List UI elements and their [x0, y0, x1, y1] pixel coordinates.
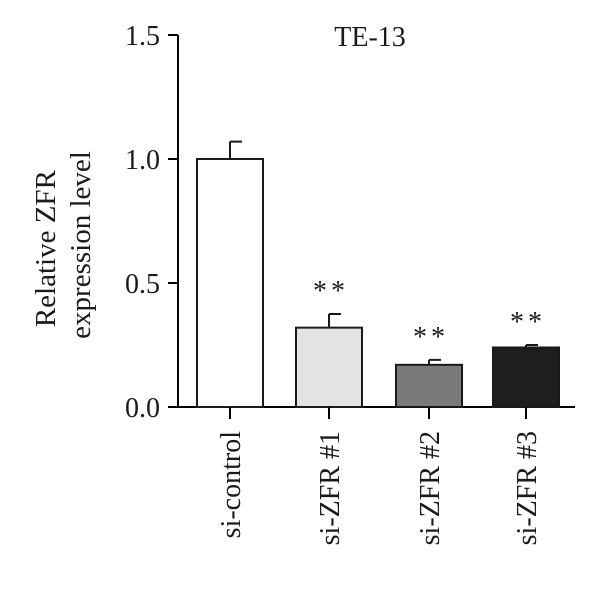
- bar: [295, 326, 363, 409]
- y-tick-label: 0.0: [125, 393, 160, 424]
- chart-title: TE-13: [334, 22, 406, 53]
- y-tick-label: 1.5: [125, 21, 160, 52]
- plot-area: 0.0 0.5 1.0 1.5 si-control si-ZFR #1 ** si-ZFR …: [125, 21, 575, 545]
- y-axis-label-line-2: expression level: [65, 151, 97, 339]
- bar: [492, 346, 560, 409]
- x-tick-label: si-ZFR #3: [512, 431, 543, 545]
- significance-marker: **: [313, 276, 349, 307]
- y-axis-label-line-1: Relative ZFR: [30, 169, 62, 327]
- bar: [395, 363, 463, 408]
- x-tick-label: si-ZFR #2: [415, 431, 446, 545]
- x-tick-label: si-control: [216, 431, 247, 539]
- bar: [196, 158, 264, 408]
- y-axis-label: Relative ZFR expression level: [30, 151, 97, 339]
- significance-marker: **: [510, 307, 546, 338]
- y-tick-label: 1.0: [125, 145, 160, 176]
- y-tick-label: 0.5: [125, 269, 160, 300]
- x-tick-label: si-ZFR #1: [315, 431, 346, 545]
- significance-marker: **: [413, 322, 449, 353]
